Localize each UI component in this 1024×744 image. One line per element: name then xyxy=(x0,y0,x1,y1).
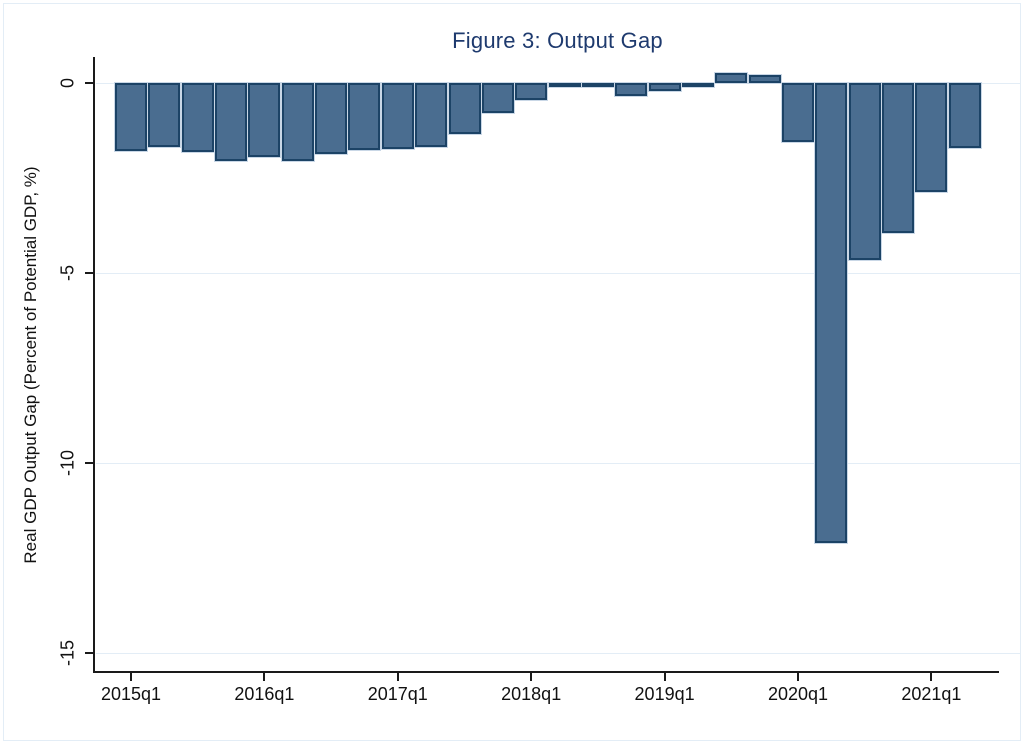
x-tick-mark xyxy=(930,673,933,681)
x-tick-mark xyxy=(263,673,266,681)
bar-2015q2 xyxy=(148,83,181,147)
x-tick-label: 2017q1 xyxy=(367,684,428,704)
y-tick-label-text: -10 xyxy=(57,449,78,477)
bar-2019q2 xyxy=(681,83,714,87)
x-tick-mark xyxy=(663,673,666,681)
x-tick-label: 2015q1 xyxy=(100,684,162,704)
bar-2018q4 xyxy=(615,83,648,96)
x-axis-line xyxy=(93,671,999,673)
y-tick-label-text: -15 xyxy=(57,639,78,667)
bar-2018q1 xyxy=(515,83,548,101)
bar-2016q3 xyxy=(315,83,348,155)
bar-2015q1 xyxy=(115,83,147,151)
bar-2015q3 xyxy=(181,83,214,153)
bar-2016q2 xyxy=(281,83,314,161)
y-tick-mark xyxy=(85,272,93,274)
x-tick-label: 2016q1 xyxy=(234,684,295,704)
y-tick-mark xyxy=(85,82,93,84)
x-tick-label: 2019q1 xyxy=(634,684,695,704)
bar-2020q4 xyxy=(882,83,915,234)
y-axis-line xyxy=(93,57,95,673)
gridline--5 xyxy=(96,273,1021,274)
gridline--15 xyxy=(96,653,1021,654)
bar-2019q4 xyxy=(748,75,781,83)
bar-2017q4 xyxy=(481,83,514,114)
bar-2016q1 xyxy=(248,83,281,158)
bar-2019q3 xyxy=(715,73,748,83)
x-tick-mark xyxy=(797,673,799,681)
x-tick-mark xyxy=(130,673,132,681)
x-tick-label: 2018q1 xyxy=(501,684,562,704)
y-axis-title-text: Real GDP Output Gap (Percent of Potentia… xyxy=(21,166,40,564)
bar-2021q1 xyxy=(915,83,948,192)
x-tick-mark xyxy=(530,673,533,681)
bar-2021q2 xyxy=(948,83,981,149)
x-tick-mark xyxy=(396,673,399,681)
y-tick-label-text: 0 xyxy=(57,77,78,89)
bar-2019q1 xyxy=(648,83,681,91)
bar-2017q2 xyxy=(415,83,448,147)
bar-2020q2 xyxy=(815,83,848,543)
chart-title: Figure 3: Output Gap xyxy=(452,28,663,53)
y-tick-mark xyxy=(85,652,93,654)
x-tick-label: 2021q1 xyxy=(901,684,962,704)
bar-2017q3 xyxy=(448,83,481,135)
bar-2020q3 xyxy=(848,83,881,261)
bar-2016q4 xyxy=(348,83,381,151)
y-tick-label-text: -5 xyxy=(57,264,78,282)
bar-2018q2 xyxy=(548,83,581,87)
bar-2018q3 xyxy=(581,83,614,87)
bar-2015q4 xyxy=(215,83,248,161)
x-tick-label: 2020q1 xyxy=(767,684,829,704)
bar-2017q1 xyxy=(381,83,414,149)
gridline--10 xyxy=(96,463,1021,464)
bar-2020q1 xyxy=(782,83,814,142)
y-tick-mark xyxy=(85,462,93,464)
